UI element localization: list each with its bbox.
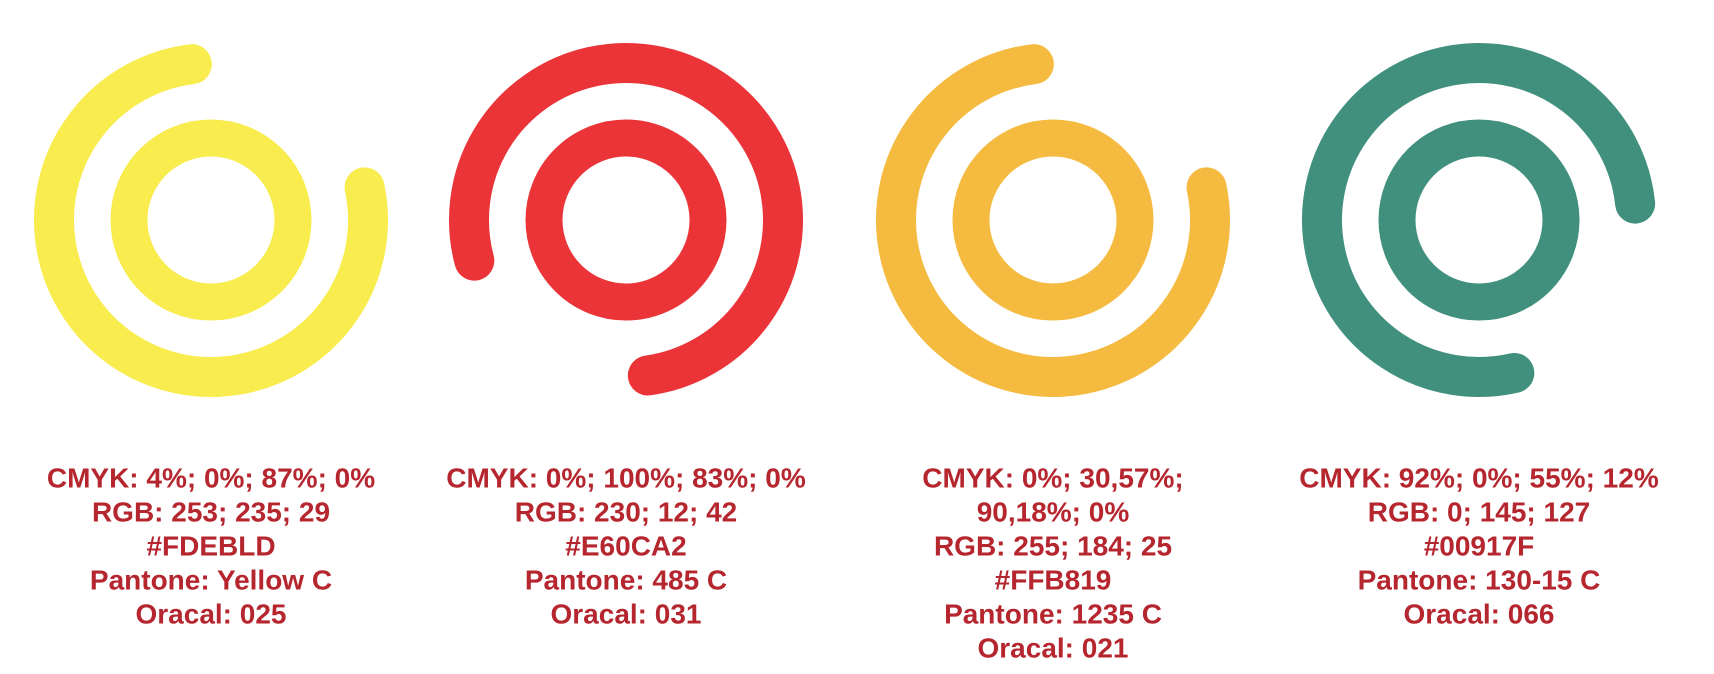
- outer-arc: [34, 44, 388, 397]
- swatch-spec: CMYK: 0%; 100%; 83%; 0%: [446, 462, 806, 493]
- swatch-spec: CMYK: 4%; 0%; 87%; 0%: [47, 462, 375, 493]
- swatch-spec: Oracal: 066: [1404, 598, 1555, 629]
- inner-ring: [525, 119, 727, 321]
- swatch-spec: 90,18%; 0%: [977, 496, 1130, 527]
- swatch-spec: CMYK: 0%; 30,57%;: [922, 462, 1183, 493]
- swatch-spec: Pantone: 485 C: [525, 564, 727, 595]
- swatch-spec: RGB: 255; 184; 25: [934, 530, 1172, 561]
- swatch-spec: Oracal: 025: [136, 598, 287, 629]
- swatch-spec: #FDEBLD: [146, 530, 275, 561]
- inner-ring: [1378, 119, 1580, 321]
- swatch-spec: RGB: 230; 12; 42: [515, 496, 738, 527]
- swatch-spec: Oracal: 031: [551, 598, 702, 629]
- outer-arc: [876, 44, 1230, 397]
- swatch-spec: RGB: 0; 145; 127: [1368, 496, 1591, 527]
- swatch-spec: Pantone: 1235 C: [944, 598, 1162, 629]
- swatch-spec: Oracal: 021: [978, 632, 1129, 663]
- swatch-spec: #FFB819: [995, 564, 1112, 595]
- swatch-spec: CMYK: 92%; 0%; 55%; 12%: [1299, 462, 1659, 493]
- outer-arc: [1302, 43, 1656, 397]
- swatch-spec: Pantone: Yellow C: [90, 564, 332, 595]
- swatch-spec: Pantone: 130-15 C: [1358, 564, 1601, 595]
- inner-ring: [110, 119, 312, 321]
- inner-ring: [952, 119, 1154, 321]
- outer-arc: [449, 43, 803, 396]
- swatch-spec: #00917F: [1424, 530, 1535, 561]
- swatch-spec: #E60CA2: [565, 530, 686, 561]
- swatch-spec: RGB: 253; 235; 29: [92, 496, 330, 527]
